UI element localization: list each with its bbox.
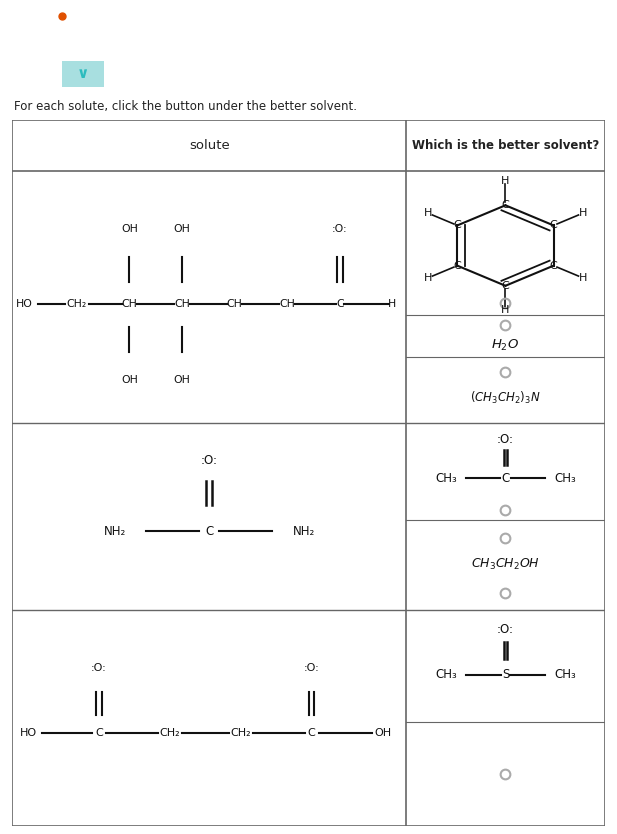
Text: CH₃: CH₃ [435,668,457,681]
Text: STATES OF MATTER: STATES OF MATTER [70,12,156,21]
Text: :O:: :O: [497,623,514,636]
Text: HO: HO [20,728,36,738]
Text: $(CH_3CH_2)_3N$: $(CH_3CH_2)_3N$ [470,390,540,406]
Text: :O:: :O: [497,433,514,446]
Text: C: C [550,220,557,230]
Text: $H_2O$: $H_2O$ [491,338,520,353]
Text: $CH_3CH_2OH$: $CH_3CH_2OH$ [471,557,540,572]
Text: CH: CH [122,299,138,309]
Text: solute: solute [189,139,230,152]
Text: H: H [579,208,587,219]
Text: OH: OH [173,375,191,385]
Text: Applying like dissolves like: Applying like dissolves like [62,35,272,48]
Text: CH₃: CH₃ [554,472,576,485]
Text: H: H [424,208,433,219]
Text: :O:: :O: [201,454,218,467]
Text: C: C [308,728,315,738]
Text: :O:: :O: [304,663,320,673]
Text: CH: CH [174,299,190,309]
Text: H: H [388,299,397,309]
Text: H: H [501,305,510,315]
Text: OH: OH [173,224,191,234]
Text: C: C [502,472,510,485]
Text: H: H [579,273,587,283]
Text: :O:: :O: [91,663,107,673]
Text: CH₂: CH₂ [160,728,180,738]
Text: C: C [550,261,557,271]
Text: CH₃: CH₃ [435,472,457,485]
Text: OH: OH [374,728,391,738]
Text: OH: OH [121,224,138,234]
Text: OH: OH [121,375,138,385]
Text: C: C [453,220,461,230]
Text: C: C [502,281,509,291]
Text: C: C [205,525,213,538]
Text: CH₂: CH₂ [231,728,251,738]
Text: :O:: :O: [332,224,347,234]
Text: C: C [336,299,344,309]
Text: For each solute, click the button under the better solvent.: For each solute, click the button under … [14,100,357,113]
Text: CH: CH [226,299,242,309]
Text: H: H [501,176,510,186]
Text: C: C [95,728,103,738]
Text: CH₂: CH₂ [67,299,87,309]
Text: ∨: ∨ [77,67,89,82]
Text: CH₃: CH₃ [554,668,576,681]
FancyBboxPatch shape [62,61,104,88]
Text: H: H [424,273,433,283]
Text: C: C [453,261,461,271]
Text: Which is the better solvent?: Which is the better solvent? [412,139,599,152]
Text: CH: CH [280,299,295,309]
Text: NH₂: NH₂ [104,525,126,538]
Text: C: C [502,200,509,210]
Text: S: S [502,668,509,681]
Text: NH₂: NH₂ [292,525,315,538]
Text: HO: HO [15,299,33,309]
